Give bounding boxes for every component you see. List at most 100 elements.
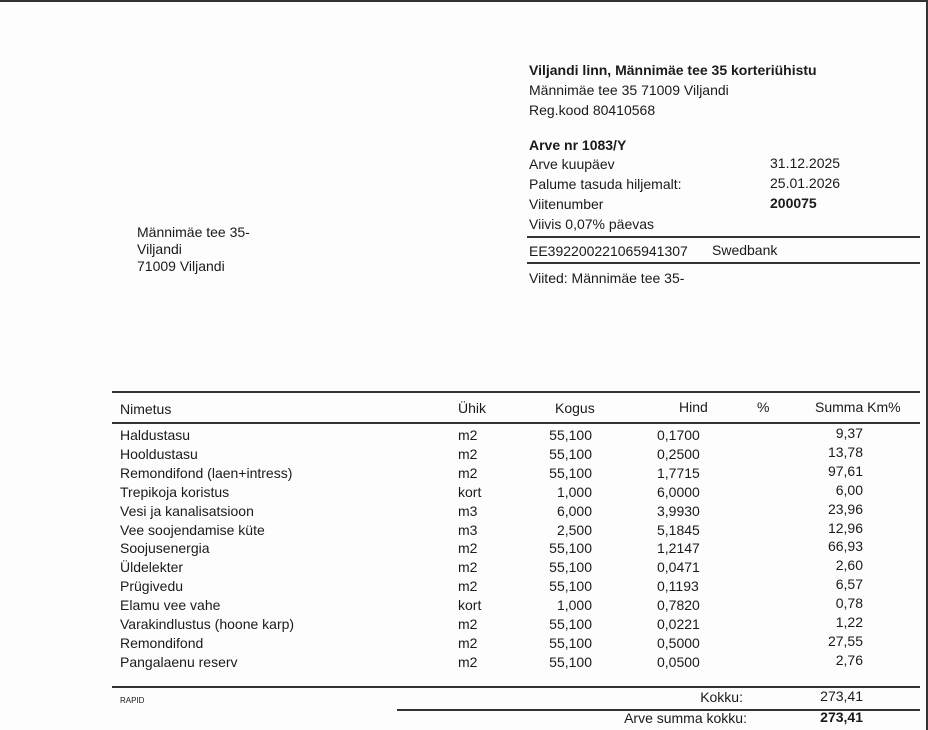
cell-sum: 2,76 (835, 651, 863, 668)
cell-qty: 6,000 (556, 502, 592, 519)
cell-name: Trepikoja koristus (120, 483, 230, 500)
cell-sum: 66,93 (827, 538, 863, 555)
cell-unit: m2 (458, 464, 478, 481)
cell-name: Vee soojendamise küte (120, 521, 265, 538)
recipient-line-3: 71009 Viljandi (137, 258, 225, 274)
cell-qty: 55,100 (549, 634, 592, 651)
cell-unit: m2 (458, 559, 478, 576)
cell-sum: 12,96 (827, 519, 863, 536)
cell-unit: m2 (458, 540, 478, 557)
cell-unit: kort (458, 597, 482, 614)
invoice-number: Arve nr 1083/Y (529, 137, 627, 153)
cell-sum: 27,55 (827, 632, 863, 649)
cell-name: Prügivedu (120, 578, 184, 595)
cell-price: 6,0000 (657, 483, 700, 500)
cell-unit: m2 (458, 616, 478, 632)
cell-price: 0,5000 (657, 634, 700, 651)
header-percent: % (757, 399, 770, 415)
references: Viited: Männimäe tee 35- (529, 270, 685, 286)
cell-name: Soojusenergia (120, 540, 210, 557)
cell-sum: 9,37 (835, 425, 863, 441)
cell-price: 0,0471 (657, 559, 700, 576)
cell-qty: 2,500 (556, 521, 592, 538)
table-bottom-rule (112, 686, 920, 688)
total-value: 273,41 (820, 709, 863, 725)
cell-unit: kort (458, 483, 482, 500)
cell-qty: 55,100 (549, 464, 592, 481)
cell-sum: 23,96 (827, 500, 863, 517)
cell-price: 0,2500 (657, 445, 700, 462)
issuer-address: Männimäe tee 35 71009 Viljandi (529, 82, 729, 98)
cell-name: Üldelekter (120, 559, 184, 576)
cell-qty: 55,100 (549, 653, 592, 670)
issuer-reg-code: Reg.kood 80410568 (529, 102, 656, 118)
cell-qty: 55,100 (549, 445, 592, 462)
penalty-rate: Viivis 0,07% päevas (529, 216, 655, 232)
cell-sum: 6,57 (835, 576, 863, 593)
cell-name: Pangalaenu reserv (120, 653, 238, 670)
cell-unit: m2 (458, 578, 478, 595)
header-qty: Kogus (555, 400, 595, 416)
header-price: Hind (679, 399, 708, 415)
bank-name: Swedbank (712, 242, 778, 258)
table-top-rule (112, 391, 920, 393)
cell-qty: 55,100 (549, 616, 592, 632)
cell-name: Varakindlustus (hoone karp) (120, 616, 295, 632)
cell-price: 1,2147 (657, 540, 700, 557)
cell-qty: 55,100 (549, 578, 592, 595)
cell-unit: m2 (458, 445, 478, 462)
header-unit: Ühik (458, 400, 487, 416)
due-date-label: Palume tasuda hiljemalt: (529, 176, 682, 192)
cell-price: 0,0500 (657, 653, 700, 670)
cell-unit: m3 (458, 521, 478, 538)
cell-name: Haldustasu (120, 427, 191, 443)
header-name: Nimetus (120, 401, 172, 417)
cell-price: 3,9930 (657, 502, 700, 519)
subtotal-label: Kokku: (700, 689, 743, 705)
cell-price: 1,7715 (657, 464, 700, 481)
cell-qty: 1,000 (556, 483, 592, 500)
cell-price: 0,7820 (657, 597, 700, 614)
cell-price: 0,1700 (657, 427, 700, 443)
cell-qty: 1,000 (556, 597, 592, 614)
cell-qty: 55,100 (549, 559, 592, 576)
issuer-name: Viljandi linn, Männimäe tee 35 korteriüh… (529, 62, 817, 78)
cell-name: Hooldustasu (120, 445, 198, 462)
header-rule (112, 422, 920, 424)
cell-name: Remondifond (laen+intress) (120, 464, 293, 481)
cell-name: Vesi ja kanalisatsioon (120, 502, 254, 519)
cell-sum: 0,78 (835, 595, 863, 612)
cell-sum: 97,61 (827, 462, 863, 479)
cell-qty: 55,100 (549, 540, 592, 557)
recipient-line-1: Männimäe tee 35- (137, 224, 250, 240)
frame-border-top (0, 0, 928, 2)
frame-border-right (926, 0, 928, 730)
cell-sum: 2,60 (835, 557, 863, 574)
total-rule (397, 709, 920, 711)
recipient-line-2: Viljandi (137, 241, 182, 257)
cell-sum: 13,78 (827, 443, 863, 460)
cell-sum: 6,00 (835, 481, 863, 498)
cell-price: 0,1193 (657, 578, 699, 595)
cell-price: 5,1845 (657, 521, 700, 538)
header-sum: Summa Km% (815, 399, 901, 415)
cell-unit: m3 (458, 502, 478, 519)
cell-name: Elamu vee vahe (120, 597, 221, 614)
cell-unit: m2 (458, 427, 478, 443)
rapid-logo: RAPID (120, 696, 145, 705)
due-date: 25.01.2026 (770, 175, 841, 191)
subtotal-value: 273,41 (820, 688, 863, 704)
invoice-date-label: Arve kuupäev (529, 156, 615, 172)
iban: EE392200221065941307 (529, 243, 688, 259)
cell-qty: 55,100 (549, 427, 592, 443)
reference-number-label: Viitenumber (529, 196, 604, 212)
reference-number: 200075 (770, 195, 817, 211)
divider (527, 236, 920, 238)
invoice-date: 31.12.2025 (770, 155, 841, 171)
cell-name: Remondifond (120, 634, 204, 651)
cell-sum: 1,22 (835, 614, 863, 630)
cell-unit: m2 (458, 634, 478, 651)
total-label: Arve summa kokku: (624, 710, 747, 726)
divider (527, 262, 920, 264)
cell-unit: m2 (458, 653, 478, 670)
